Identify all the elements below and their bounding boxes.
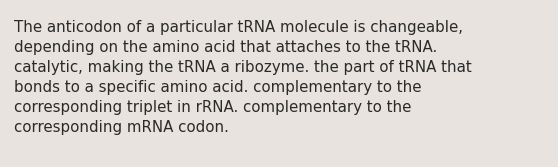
Text: The anticodon of a particular tRNA molecule is changeable,
depending on the amin: The anticodon of a particular tRNA molec…	[14, 20, 472, 135]
